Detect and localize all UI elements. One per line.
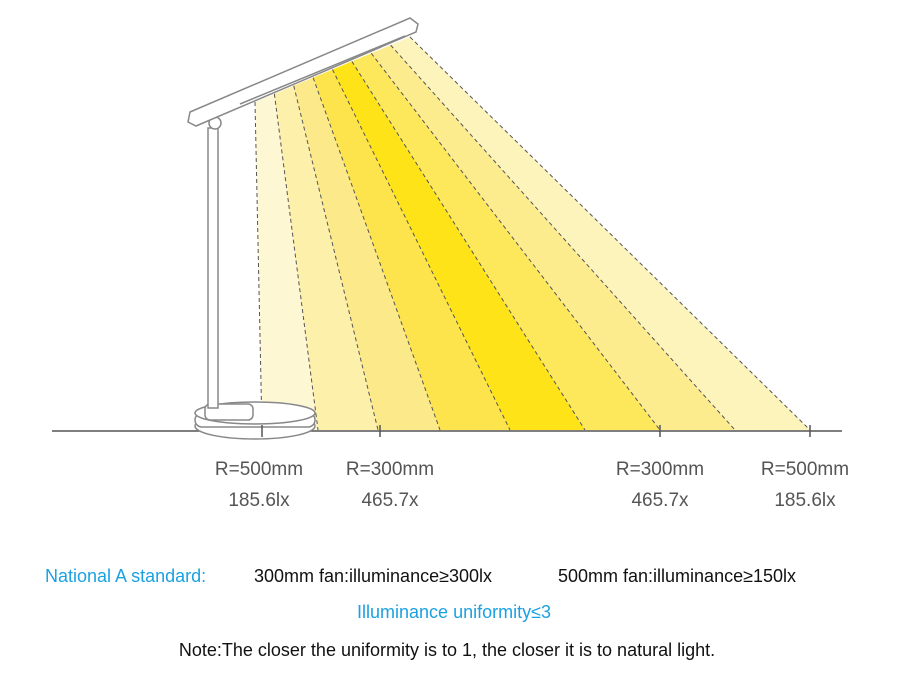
standard-near: 300mm fan:illuminance≥300lx bbox=[254, 566, 492, 586]
ray-edge bbox=[332, 69, 511, 431]
light-band bbox=[371, 45, 735, 430]
ray-edge bbox=[293, 85, 379, 431]
ray-edge bbox=[390, 44, 736, 431]
light-band bbox=[332, 61, 585, 430]
light-band bbox=[274, 85, 378, 430]
note: Note:The closer the uniformity is to 1, … bbox=[179, 640, 715, 660]
ray-edge bbox=[409, 36, 811, 431]
ray-edge bbox=[351, 61, 586, 431]
standard-far: 500mm fan:illuminance≥150lx bbox=[558, 566, 796, 586]
light-band bbox=[313, 69, 510, 430]
radius-label: R=300mm bbox=[616, 459, 704, 480]
ray-edge bbox=[254, 101, 263, 431]
standard-label: National A standard: bbox=[45, 566, 206, 586]
illuminance-label: 465.7x bbox=[631, 490, 689, 511]
uniformity: Illuminance uniformity≤3 bbox=[357, 602, 551, 622]
ray-edge bbox=[273, 93, 319, 431]
lamp bbox=[187, 17, 419, 440]
illuminance-label: 185.6lx bbox=[228, 490, 290, 511]
illuminance-label: 465.7x bbox=[361, 490, 419, 511]
light-band bbox=[351, 53, 660, 430]
radius-label: R=500mm bbox=[761, 459, 849, 480]
ray-edge bbox=[370, 52, 661, 431]
light-band bbox=[293, 77, 440, 430]
radius-label: R=300mm bbox=[346, 459, 434, 480]
light-band bbox=[390, 37, 810, 430]
radius-label: R=500mm bbox=[215, 459, 303, 480]
illuminance-label: 185.6lx bbox=[774, 490, 836, 511]
light-fan bbox=[254, 36, 811, 431]
light-band bbox=[255, 93, 318, 430]
ticks: R=500mm 185.6lx R=300mm 465.7x R=300mm 465.7x… bbox=[215, 425, 849, 511]
